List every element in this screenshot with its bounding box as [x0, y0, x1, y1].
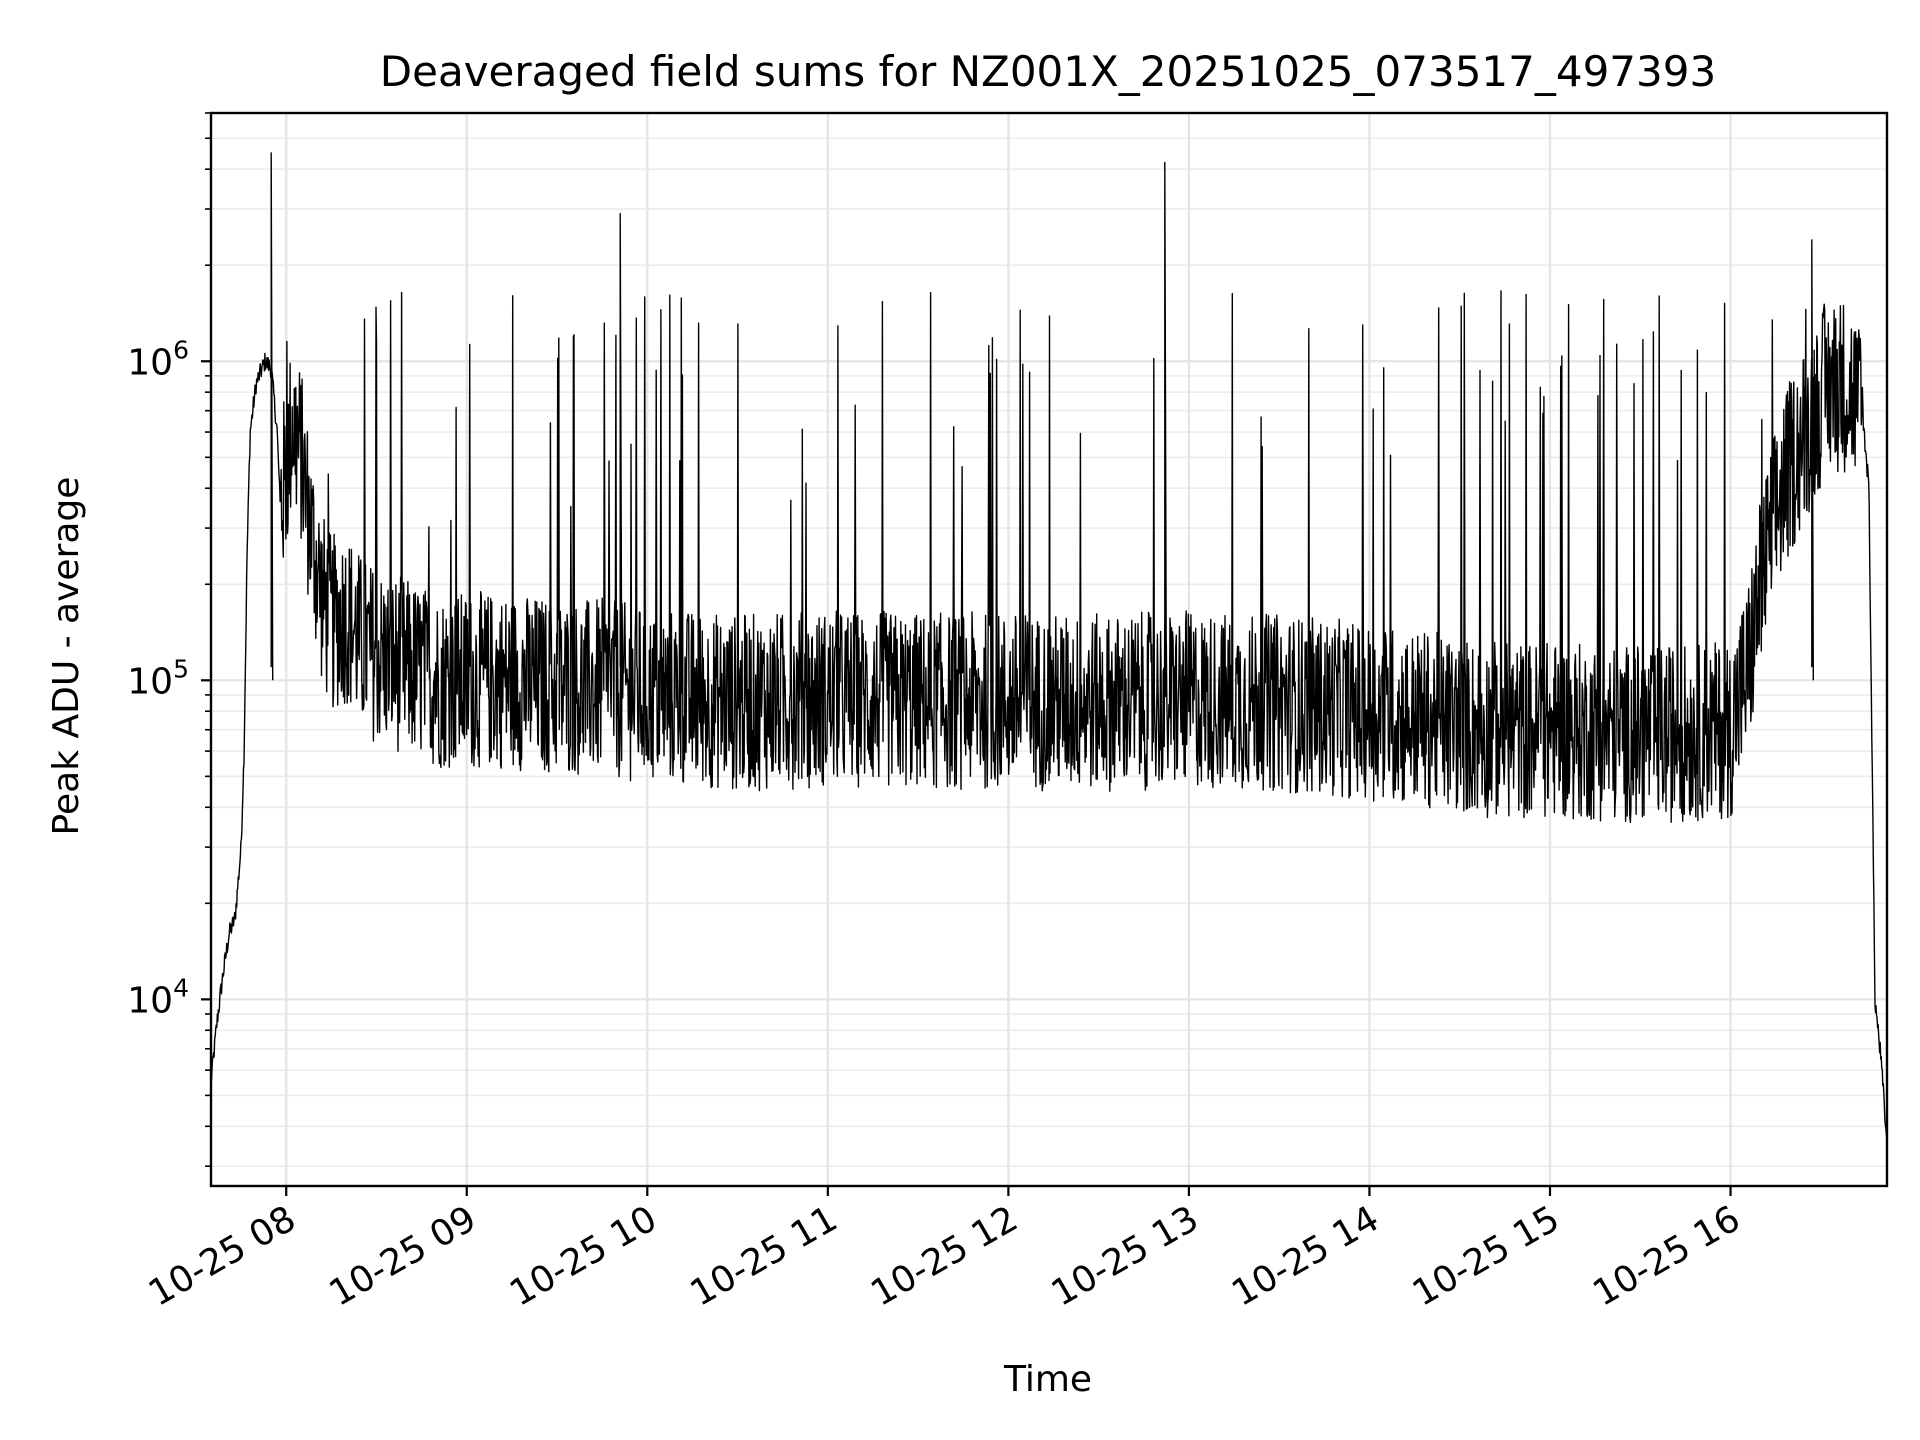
- x-axis: 10-25 08 10-25 09 10-25 10 10-25 11 10-25 12…: [142, 1186, 1747, 1315]
- series-group: [210, 152, 1888, 1138]
- x-tick-label: 10-25 15: [1406, 1198, 1567, 1314]
- x-tick-label: 10-25 11: [684, 1198, 845, 1314]
- x-tick-label: 10-25 09: [323, 1198, 484, 1314]
- x-tick-label: 10-25 10: [503, 1198, 664, 1314]
- x-axis-label: Time: [1003, 1359, 1092, 1400]
- y-tick-label: 104: [127, 973, 189, 1021]
- series-line: [210, 152, 1888, 1138]
- svg-text:105: 105: [127, 654, 189, 702]
- y-axis-label: Peak ADU - average: [46, 477, 87, 836]
- x-tick-label: 10-25 12: [864, 1198, 1025, 1314]
- x-tick-label: 10-25 13: [1045, 1198, 1206, 1314]
- y-tick-label: 106: [127, 335, 189, 383]
- chart-title: Deaveraged field sums for NZ001X_2025102…: [380, 47, 1716, 96]
- svg-text:106: 106: [127, 335, 189, 383]
- y-axis: 104 105 106: [127, 112, 211, 1167]
- svg-text:104: 104: [127, 973, 189, 1021]
- y-tick-label: 105: [127, 654, 189, 702]
- axes-frame: [209, 111, 1889, 1188]
- x-tick-label: 10-25 08: [142, 1198, 303, 1314]
- x-tick-label: 10-25 16: [1586, 1198, 1747, 1314]
- x-tick-label: 10-25 14: [1225, 1198, 1386, 1314]
